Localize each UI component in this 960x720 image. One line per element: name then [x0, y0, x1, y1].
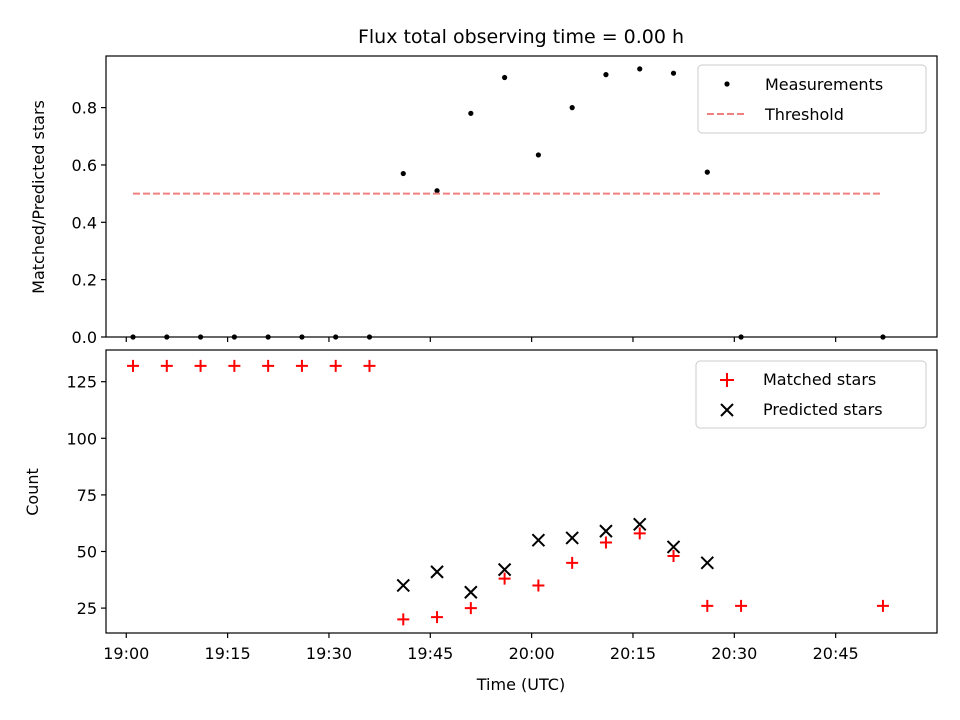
matched-stars-point — [431, 611, 444, 624]
y-tick-label: 50 — [77, 542, 97, 561]
matched-stars-point — [498, 572, 511, 585]
legend-label-predicted-stars: Predicted stars — [763, 400, 883, 419]
matched-stars-point — [127, 359, 140, 372]
top-panel: 0.00.20.40.60.8 Matched/Predicted stars … — [29, 55, 938, 347]
predicted-stars-point — [497, 562, 512, 577]
legend-label-matched-stars: Matched stars — [763, 370, 876, 389]
matched-stars-point — [262, 359, 275, 372]
bottom-panel: 19:00 19:15 19:30 19:45 20:00 20:15 20:30 20:45… — [23, 349, 938, 694]
measurements-point — [502, 74, 508, 81]
matched-stars-point — [701, 599, 714, 612]
x-tick-label: 20:00 — [509, 644, 555, 663]
matched-stars-point — [566, 556, 579, 569]
measurements-point — [333, 334, 339, 340]
legend-label-threshold: Threshold — [764, 105, 844, 124]
bottom-y-ticks: 25 50 75 100 125 — [66, 373, 106, 618]
measurements-point — [231, 334, 237, 340]
matched-stars-point — [532, 579, 545, 592]
predicted-stars-point — [633, 517, 647, 532]
matched-stars-point — [667, 550, 680, 563]
x-tick-label: 20:30 — [711, 644, 757, 663]
measurements-point — [164, 334, 170, 340]
chart-title: Flux total observing time = 0.00 h — [358, 26, 684, 48]
x-tick-label: 19:15 — [205, 644, 251, 663]
x-tick-label: 20:15 — [610, 644, 656, 663]
predicted-stars-point — [396, 578, 410, 593]
measurements-point — [880, 334, 886, 340]
measurements-point — [603, 72, 609, 78]
matched-stars-point — [329, 359, 342, 372]
predicted-stars-point — [599, 524, 613, 538]
matched-stars-point — [160, 359, 173, 372]
measurements-point — [670, 70, 677, 76]
matched-stars-point — [876, 599, 889, 612]
predicted-stars-point — [700, 556, 715, 570]
y-tick-label: 75 — [77, 486, 97, 505]
y-tick-label: 0.0 — [72, 328, 97, 347]
matched-stars-point — [633, 527, 646, 540]
top-y-ticks: 0.0 0.2 0.4 0.6 0.8 — [72, 99, 106, 347]
legend-marker-predicted-stars — [720, 403, 734, 417]
predicted-stars-point — [666, 540, 681, 554]
measurements-point — [569, 105, 575, 111]
x-axis-label: Time (UTC) — [476, 675, 565, 694]
top-legend: Measurements Threshold — [697, 64, 927, 134]
predicted-stars-point — [565, 531, 579, 545]
top-series — [130, 66, 886, 340]
matched-stars-point — [464, 602, 477, 615]
y-tick-label: 100 — [66, 429, 97, 448]
measurements-point — [400, 170, 406, 177]
measurements-point — [366, 334, 373, 340]
y-tick-label: 0.6 — [72, 156, 97, 175]
measurements-point — [637, 66, 643, 72]
x-tick-label: 19:00 — [103, 644, 149, 663]
bottom-y-axis-label: Count — [23, 468, 42, 516]
legend-marker-matched-stars — [720, 373, 734, 387]
bottom-legend-box — [695, 360, 927, 429]
measurements-point — [130, 334, 136, 340]
predicted-stars-point — [464, 585, 478, 599]
x-tick-label: 19:45 — [407, 644, 453, 663]
legend-marker-measurements — [724, 81, 730, 87]
measurements-point — [265, 334, 271, 340]
matched-stars-point — [295, 359, 308, 372]
legend-label-measurements: Measurements — [765, 75, 883, 94]
matched-stars-point — [397, 613, 410, 626]
measurements-point — [535, 152, 541, 158]
x-tick-label: 20:45 — [813, 644, 859, 663]
y-tick-label: 0.2 — [72, 271, 97, 290]
matched-stars-point — [735, 599, 748, 612]
top-x-ticks — [125, 337, 837, 342]
bottom-x-ticks: 19:00 19:15 19:30 19:45 20:00 20:15 20:30 20:45 — [103, 633, 859, 663]
x-tick-label: 19:30 — [306, 644, 352, 663]
y-tick-label: 0.4 — [72, 213, 97, 232]
top-y-axis-label: Matched/Predicted stars — [29, 100, 48, 294]
matched-stars-point — [599, 536, 612, 549]
measurements-point — [299, 334, 305, 340]
measurements-point — [704, 169, 710, 175]
y-tick-label: 125 — [66, 373, 97, 392]
measurements-point — [738, 334, 744, 340]
matched-stars-point — [363, 359, 376, 372]
top-legend-box — [697, 64, 927, 134]
bottom-plot-frame — [105, 349, 938, 634]
top-plot-frame — [105, 55, 938, 338]
y-tick-label: 25 — [77, 599, 97, 618]
y-tick-label: 0.8 — [72, 99, 97, 118]
bottom-legend: Matched stars Predicted stars — [695, 360, 927, 429]
measurements-point — [468, 110, 474, 116]
matched-stars-point — [194, 359, 207, 372]
measurements-point — [197, 334, 204, 340]
predicted-stars-point — [430, 565, 444, 579]
matched-stars-point — [228, 359, 241, 372]
bottom-series — [127, 359, 889, 626]
measurements-point — [434, 188, 440, 194]
predicted-stars-point — [531, 533, 546, 547]
